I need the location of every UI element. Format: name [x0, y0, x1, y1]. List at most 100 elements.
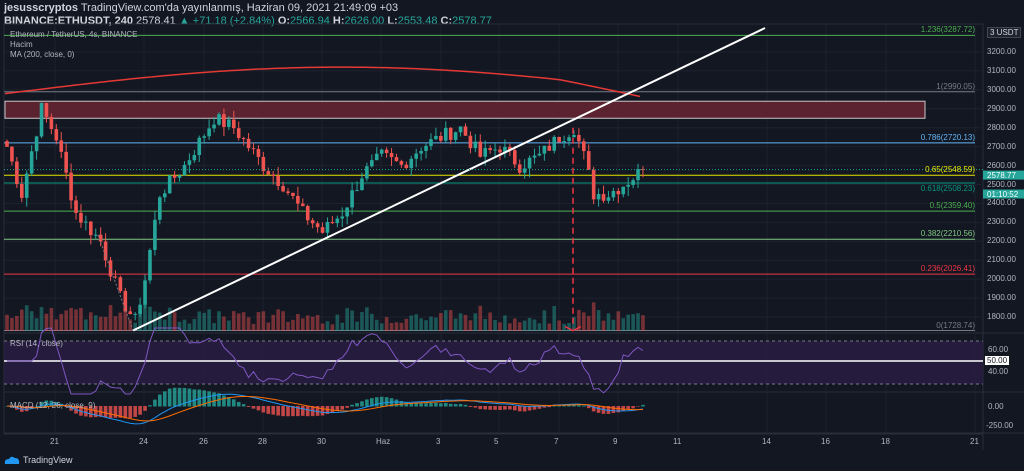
- volume-bar: [429, 316, 433, 331]
- candle-body: [340, 216, 345, 219]
- volume-bar: [217, 311, 221, 331]
- volume-bar: [256, 312, 261, 331]
- volume-bar: [261, 311, 266, 331]
- author: jesusscryptos: [4, 2, 78, 14]
- candle-body: [567, 137, 571, 142]
- volume-bar: [596, 310, 601, 331]
- macd-histogram-bar: [192, 389, 197, 407]
- candle-body: [19, 184, 24, 198]
- macd-histogram-bar: [552, 405, 557, 407]
- macd-histogram-bar: [360, 401, 364, 407]
- volume-bar: [118, 312, 123, 331]
- ma-legend[interactable]: MA (200, close, 0): [10, 50, 75, 59]
- candle-body: [153, 219, 157, 251]
- volume-bar: [591, 302, 596, 331]
- macd-histogram-bar: [458, 404, 463, 407]
- macd-histogram-bar: [355, 403, 359, 407]
- volume-bar: [641, 315, 645, 331]
- macd-histogram-bar: [493, 406, 497, 410]
- volume-bar: [424, 320, 428, 331]
- volume-bar: [39, 307, 44, 331]
- brand-name: TradingView: [23, 455, 73, 465]
- volume-bar: [468, 320, 473, 331]
- series-title[interactable]: Ethereum / TetherUS, 4s, BINANCE: [10, 30, 138, 39]
- time-tick: 16: [821, 437, 830, 446]
- volume-bar: [207, 309, 211, 331]
- macd-legend[interactable]: MACD (12, 26, close, 9): [10, 401, 96, 410]
- volume-bar: [153, 311, 157, 331]
- candle-body: [498, 149, 502, 153]
- candle-body: [162, 193, 167, 198]
- volume-bar: [34, 318, 39, 331]
- candle-body: [631, 180, 635, 185]
- volume-bar: [478, 305, 483, 331]
- macd-histogram-bar: [611, 406, 616, 414]
- macd-histogram-bar: [227, 397, 231, 407]
- price-tick: 3100.00: [987, 65, 1016, 75]
- candle-body: [217, 114, 221, 125]
- candle-body: [419, 150, 423, 154]
- macd-histogram-bar: [572, 404, 576, 407]
- volume-legend[interactable]: Hacim: [10, 40, 33, 49]
- tradingview-logo[interactable]: TradingView: [4, 455, 73, 465]
- candle-body: [251, 148, 256, 150]
- macd-histogram-bar: [187, 388, 192, 407]
- macd-histogram-bar: [172, 387, 177, 407]
- macd-histogram-bar: [241, 404, 246, 407]
- macd-histogram-bar: [271, 406, 276, 415]
- macd-histogram-bar: [443, 402, 448, 407]
- price-tick: 2300.00: [987, 217, 1016, 227]
- candle-body: [108, 260, 113, 277]
- macd-histogram-bar: [281, 406, 285, 417]
- candle-body: [89, 221, 93, 236]
- volume-bar: [330, 324, 335, 331]
- volume-bar: [19, 309, 24, 331]
- volume-bar: [439, 312, 443, 331]
- volume-bar: [370, 313, 374, 331]
- volume-bar: [286, 321, 290, 331]
- macd-histogram-bar: [330, 406, 335, 413]
- time-tick: 5: [494, 437, 499, 446]
- volume-bar: [251, 323, 256, 331]
- macd-histogram-bar: [596, 406, 601, 413]
- rsi-tick: 60.00: [988, 345, 1009, 354]
- candle-body: [236, 128, 241, 139]
- macd-histogram-bar: [143, 406, 147, 411]
- time-tick: 21: [50, 437, 59, 446]
- candle-body: [512, 150, 517, 165]
- volume-bar: [345, 308, 349, 331]
- candle-body: [34, 136, 39, 152]
- candle-body: [103, 241, 108, 261]
- macd-histogram-bar: [379, 396, 384, 407]
- volume-bar: [621, 318, 626, 331]
- macd-histogram-bar: [370, 398, 374, 407]
- rsi-legend[interactable]: RSI (14, close): [10, 339, 63, 348]
- macd-histogram-bar: [261, 406, 266, 413]
- volume-bar: [162, 319, 167, 331]
- rsi-value-tag: 50.00: [985, 356, 1010, 365]
- macd-histogram-bar: [621, 406, 626, 412]
- macd-histogram-bar: [404, 402, 409, 407]
- fib-level-label: 1(2990.05): [936, 81, 975, 91]
- candle-body: [44, 103, 49, 117]
- volume-bar: [611, 319, 616, 331]
- candle-body: [29, 151, 34, 174]
- candle-body: [379, 149, 384, 154]
- candle-body: [69, 172, 73, 201]
- candle-body: [15, 161, 19, 185]
- candle-body: [621, 186, 626, 195]
- macd-tick: -250.00: [986, 421, 1014, 430]
- volume-bar: [266, 322, 271, 331]
- candle-body: [325, 221, 330, 233]
- candle-body: [365, 166, 369, 179]
- volume-bar: [148, 306, 152, 331]
- candle-body: [261, 156, 266, 172]
- price-tick: 2000.00: [987, 274, 1016, 284]
- macd-histogram-bar: [148, 405, 152, 407]
- candle-body: [10, 146, 14, 162]
- candle-body: [394, 157, 399, 162]
- volume-bar: [601, 320, 606, 331]
- candle-body: [552, 136, 557, 151]
- candle-body: [49, 116, 54, 130]
